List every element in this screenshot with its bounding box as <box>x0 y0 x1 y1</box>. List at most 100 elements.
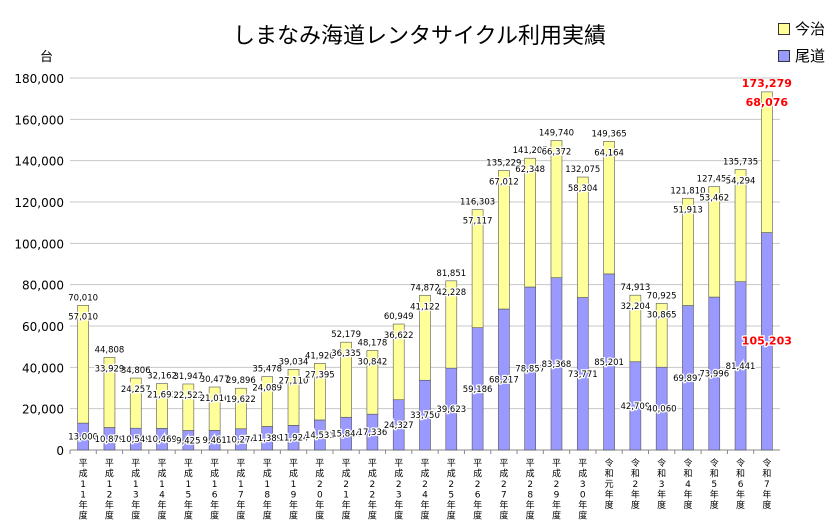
data-label-imabari: 33,929 <box>95 364 125 374</box>
data-label-onomichi: 9,461 <box>202 436 226 446</box>
data-label-onomichi: 33,750 <box>410 411 440 421</box>
y-tick-label: 180,000 <box>14 72 64 86</box>
data-label-total: 149,365 <box>591 129 626 139</box>
x-tick-label: 平成 3 0 年度 <box>578 458 587 522</box>
bar-imabari <box>576 176 589 298</box>
data-label-total: 70,925 <box>647 291 677 301</box>
x-tick-label: 平成 1 9 年度 <box>289 458 298 522</box>
bar-imabari <box>287 369 300 426</box>
bar-imabari <box>761 91 773 233</box>
data-label-onomichi: 15,844 <box>331 430 361 440</box>
x-tick-label: 令和 3 年度 <box>657 457 666 511</box>
x-tick-label: 平成 2 1 年度 <box>342 458 351 522</box>
data-label-total: 35,478 <box>252 365 282 375</box>
data-label-imabari: 41,122 <box>410 302 440 312</box>
data-label-imabari: 62,348 <box>515 165 545 175</box>
data-label-total: 41,926 <box>305 351 335 361</box>
bar-imabari <box>498 170 510 310</box>
data-label-imabari: 19,622 <box>226 395 256 405</box>
data-label-onomichi: 40,060 <box>647 405 677 415</box>
y-tick-label: 120,000 <box>14 196 64 210</box>
bar-imabari <box>340 341 352 418</box>
data-label-onomichi: 68,217 <box>489 376 519 386</box>
bar-imabari <box>314 363 326 421</box>
data-label-total: 74,872 <box>410 283 440 293</box>
data-label-onomichi: 85,201 <box>594 358 624 368</box>
y-axis-unit-label: 台 <box>40 50 54 65</box>
data-label-imabari: 27,395 <box>305 370 335 380</box>
y-tick-label: 0 <box>56 444 64 458</box>
data-label-total: 141,205 <box>513 146 548 156</box>
data-label-onomichi: 105,203 <box>742 334 792 347</box>
bar-imabari <box>77 305 89 424</box>
data-label-imabari: 30,842 <box>358 357 388 367</box>
x-tick-label: 令和 6 年度 <box>736 457 745 511</box>
data-label-onomichi: 13,000 <box>68 433 98 443</box>
bar-imabari <box>103 357 116 428</box>
data-label-total: 39,034 <box>279 357 309 367</box>
x-tick-label: 平成 1 1 年度 <box>79 458 88 522</box>
legend-label-onomichi: 尾道 <box>795 47 826 65</box>
data-label-total: 32,162 <box>147 372 177 382</box>
x-tick-label: 平成 1 7 年度 <box>236 458 245 522</box>
bar-imabari <box>182 383 195 431</box>
legend-label-imabari: 今治 <box>795 20 826 38</box>
x-tick-label: 平成 1 6 年度 <box>210 458 219 522</box>
x-tick-label: 平成 2 2 年度 <box>368 458 377 522</box>
data-label-imabari: 64,164 <box>594 148 624 158</box>
bar-imabari <box>261 376 274 427</box>
data-label-total: 70,010 <box>68 293 98 303</box>
y-tick-label: 100,000 <box>14 237 64 251</box>
data-label-onomichi: 73,771 <box>568 370 598 380</box>
legend: 今治 尾道 <box>778 18 825 72</box>
data-label-onomichi: 10,549 <box>121 435 151 445</box>
y-tick-label: 20,000 <box>22 403 64 417</box>
data-label-imabari: 27,110 <box>279 376 309 386</box>
bar-imabari <box>366 350 379 415</box>
data-label-total: 132,075 <box>565 165 600 175</box>
y-tick-label: 80,000 <box>22 279 64 293</box>
data-label-onomichi: 14,531 <box>305 431 335 441</box>
bar-imabari <box>156 383 168 429</box>
y-tick-label: 40,000 <box>22 361 64 375</box>
data-label-onomichi: 42,709 <box>620 402 650 412</box>
bar-imabari <box>208 386 221 431</box>
bar-imabari <box>655 303 668 368</box>
x-tick-label: 平成 2 6 年度 <box>473 458 482 522</box>
data-label-onomichi: 69,897 <box>673 374 703 384</box>
data-label-imabari: 24,257 <box>121 385 151 395</box>
data-label-total: 48,178 <box>358 338 388 348</box>
data-label-imabari: 67,012 <box>489 178 519 188</box>
data-label-onomichi: 83,368 <box>542 360 572 370</box>
data-label-total: 121,810 <box>670 186 705 196</box>
data-label-imabari: 57,010 <box>68 312 98 322</box>
data-label-total: 44,808 <box>95 345 125 355</box>
x-tick-label: 平成 2 5 年度 <box>447 458 456 522</box>
legend-swatch-imabari <box>778 22 790 35</box>
data-label-imabari: 54,294 <box>726 176 756 186</box>
data-label-onomichi: 10,274 <box>226 435 256 445</box>
data-label-imabari: 21,693 <box>147 391 177 401</box>
x-tick-label: 平成 2 4 年度 <box>420 458 429 522</box>
legend-swatch-onomichi <box>778 49 790 62</box>
data-label-imabari: 21,016 <box>200 394 230 404</box>
data-label-imabari: 68,076 <box>746 96 789 109</box>
bar-imabari <box>629 294 642 363</box>
x-tick-label: 平成 1 8 年度 <box>263 458 272 522</box>
x-tick-label: 平成 2 8 年度 <box>526 458 535 522</box>
bar-imabari <box>682 197 694 306</box>
data-label-total: 173,279 <box>742 77 792 90</box>
x-tick-label: 平成 2 9 年度 <box>552 458 561 522</box>
x-tick-label: 令和元年度 <box>605 457 614 511</box>
x-tick-label: 平成 2 3 年度 <box>394 458 403 522</box>
legend-item-onomichi: 尾道 <box>778 45 825 66</box>
data-label-onomichi: 10,469 <box>147 435 177 445</box>
x-tick-label: 平成 2 0 年度 <box>315 458 324 522</box>
x-tick-label: 平成 1 4 年度 <box>158 458 167 522</box>
bar-imabari <box>524 157 536 288</box>
x-tick-label: 令和 5 年度 <box>710 457 719 511</box>
data-label-imabari: 51,913 <box>673 205 703 215</box>
data-label-total: 135,735 <box>723 157 758 167</box>
data-label-imabari: 30,865 <box>647 310 677 320</box>
